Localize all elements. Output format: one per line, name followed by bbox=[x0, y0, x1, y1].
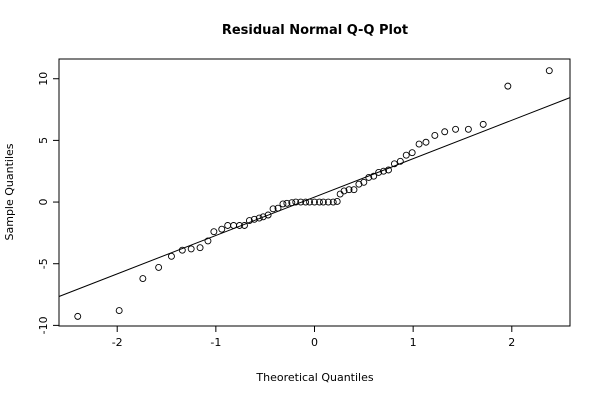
point bbox=[204, 237, 212, 245]
point bbox=[375, 169, 383, 176]
point bbox=[218, 225, 226, 233]
point bbox=[504, 82, 512, 90]
point bbox=[250, 215, 258, 223]
point bbox=[422, 138, 430, 146]
point bbox=[139, 275, 147, 282]
point bbox=[402, 151, 410, 159]
point bbox=[345, 186, 353, 194]
point bbox=[210, 228, 218, 236]
point bbox=[333, 197, 341, 205]
point bbox=[259, 213, 267, 221]
y-tick-label: 10 bbox=[37, 72, 50, 86]
x-tick-label: 1 bbox=[410, 336, 417, 349]
point bbox=[380, 167, 388, 175]
point bbox=[441, 128, 449, 136]
point bbox=[545, 67, 553, 75]
x-tick-label: -1 bbox=[210, 336, 221, 349]
point bbox=[396, 157, 404, 165]
point bbox=[336, 190, 344, 198]
reference-line bbox=[58, 97, 571, 297]
y-tick-label: 0 bbox=[37, 199, 50, 206]
point bbox=[155, 263, 163, 271]
point bbox=[168, 252, 175, 260]
point bbox=[329, 198, 337, 206]
y-axis-label: Sample Quantiles bbox=[3, 143, 16, 240]
point bbox=[464, 125, 472, 133]
point bbox=[178, 246, 186, 254]
point bbox=[350, 186, 358, 194]
point bbox=[390, 160, 398, 168]
point bbox=[236, 222, 243, 229]
chart-title: Residual Normal Q-Q Plot bbox=[222, 23, 408, 38]
x-tick-label: 0 bbox=[311, 336, 318, 349]
point bbox=[431, 132, 439, 139]
point bbox=[311, 198, 318, 206]
point bbox=[115, 307, 123, 315]
point bbox=[315, 198, 323, 206]
point bbox=[302, 198, 310, 206]
point bbox=[187, 245, 195, 253]
point bbox=[452, 125, 460, 133]
point bbox=[255, 214, 263, 222]
point bbox=[355, 180, 363, 188]
point bbox=[288, 199, 296, 207]
point bbox=[283, 199, 291, 207]
point bbox=[360, 178, 368, 186]
plot-box bbox=[58, 58, 571, 327]
x-tick-label: 2 bbox=[508, 336, 515, 349]
y-tick-label: -5 bbox=[37, 258, 50, 269]
x-axis-label: Theoretical Quantiles bbox=[255, 371, 373, 384]
point bbox=[241, 222, 248, 229]
y-tick-label: -10 bbox=[37, 316, 50, 334]
point bbox=[340, 187, 348, 195]
point bbox=[74, 312, 82, 320]
point bbox=[365, 173, 373, 181]
point bbox=[245, 217, 253, 225]
point bbox=[230, 222, 238, 229]
point bbox=[196, 244, 204, 252]
point bbox=[279, 200, 287, 208]
point bbox=[385, 166, 392, 174]
point bbox=[224, 222, 232, 229]
point bbox=[292, 198, 300, 206]
point bbox=[306, 198, 314, 206]
point bbox=[479, 120, 487, 128]
point bbox=[415, 140, 423, 148]
point bbox=[269, 205, 277, 213]
y-tick-label: 5 bbox=[37, 137, 50, 144]
point bbox=[264, 211, 272, 219]
point bbox=[370, 172, 378, 180]
point bbox=[319, 198, 327, 206]
point bbox=[408, 149, 416, 157]
point bbox=[297, 198, 305, 206]
x-tick-label: -2 bbox=[112, 336, 123, 349]
point bbox=[274, 204, 282, 212]
point bbox=[324, 198, 332, 206]
